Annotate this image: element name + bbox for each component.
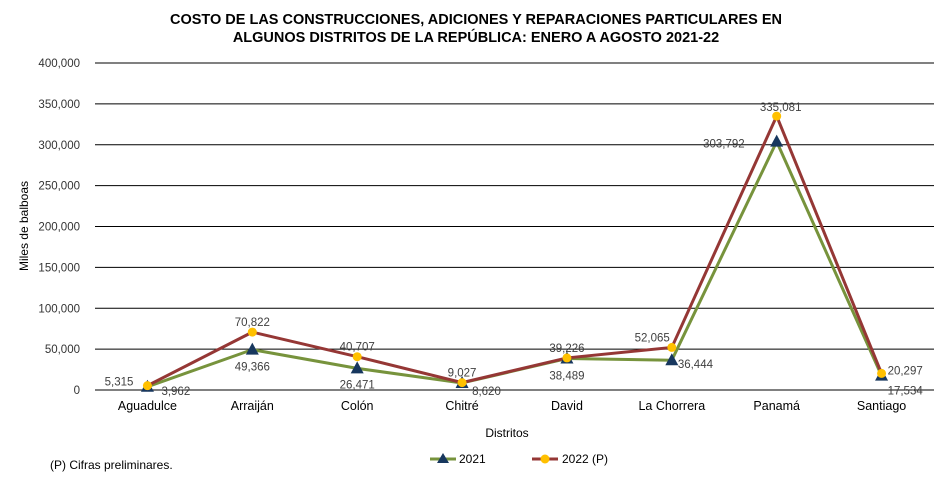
data-label: 70,822 <box>235 317 270 329</box>
data-label: 49,366 <box>235 362 270 374</box>
y-axis-label: Miles de balboas <box>17 181 31 271</box>
legend: 2021 2022 (P) <box>430 452 608 466</box>
legend-circle-marker-icon <box>540 454 550 464</box>
x-tick-label: Santiago <box>857 399 906 413</box>
data-label: 36,444 <box>678 359 714 371</box>
data-label: 3,962 <box>161 386 190 398</box>
data-point-2022 <box>667 342 677 352</box>
data-label: 5,315 <box>105 377 134 389</box>
series-line-2022 <box>146 114 883 387</box>
data-point-2022 <box>352 352 362 362</box>
data-point-2021 <box>245 342 259 355</box>
data-label: 52,065 <box>635 332 670 344</box>
data-point-2022 <box>877 368 887 378</box>
data-label: 40,707 <box>340 342 375 354</box>
legend-label-2021: 2021 <box>459 452 486 466</box>
data-point-2021 <box>350 361 364 374</box>
data-point-2022 <box>772 111 782 121</box>
footnote: (P) Cifras preliminares. <box>50 458 173 472</box>
data-label: 303,792 <box>703 139 745 151</box>
data-label: 9,027 <box>448 368 477 380</box>
y-tick-label: 250,000 <box>38 181 80 193</box>
data-point-2022 <box>457 378 467 388</box>
y-tick-label: 350,000 <box>38 99 80 111</box>
x-tick-label: Colón <box>341 399 374 413</box>
series-line-2021 <box>146 140 883 389</box>
data-point-2022 <box>562 353 572 363</box>
data-label: 38,489 <box>549 371 584 383</box>
data-point-2021 <box>770 134 784 147</box>
chart-title-line-1: COSTO DE LAS CONSTRUCCIONES, ADICIONES Y… <box>170 12 782 28</box>
x-tick-label: Panamá <box>753 399 800 413</box>
x-tick-label: Chitré <box>445 399 478 413</box>
y-tick-label: 300,000 <box>38 140 80 152</box>
data-point-2021 <box>665 353 679 366</box>
y-tick-label: 50,000 <box>45 344 80 356</box>
legend-label-2022: 2022 (P) <box>562 452 608 466</box>
chart-title-line-2: ALGUNOS DISTRITOS DE LA REPÚBLICA: ENERO… <box>233 28 719 46</box>
data-label: 26,471 <box>340 379 375 391</box>
data-point-2022 <box>247 327 257 337</box>
data-label: 335,081 <box>760 102 802 114</box>
y-tick-label: 200,000 <box>38 222 80 234</box>
x-tick-label: Arraiján <box>231 399 274 413</box>
legend-triangle-marker-icon <box>437 453 449 463</box>
x-tick-label: La Chorrera <box>638 399 705 413</box>
x-axis-label: Distritos <box>485 426 528 440</box>
y-tick-label: 0 <box>74 385 80 397</box>
data-label: 8,620 <box>472 386 501 398</box>
x-tick-label: Aguadulce <box>118 399 177 413</box>
data-point-2022 <box>142 381 152 391</box>
x-tick-label: David <box>551 399 583 413</box>
y-tick-label: 150,000 <box>38 262 80 274</box>
data-label: 17,534 <box>888 386 924 398</box>
data-label: 39,226 <box>549 343 584 355</box>
y-tick-label: 400,000 <box>38 58 80 70</box>
data-label: 20,297 <box>888 365 923 377</box>
y-tick-label: 100,000 <box>38 303 80 315</box>
